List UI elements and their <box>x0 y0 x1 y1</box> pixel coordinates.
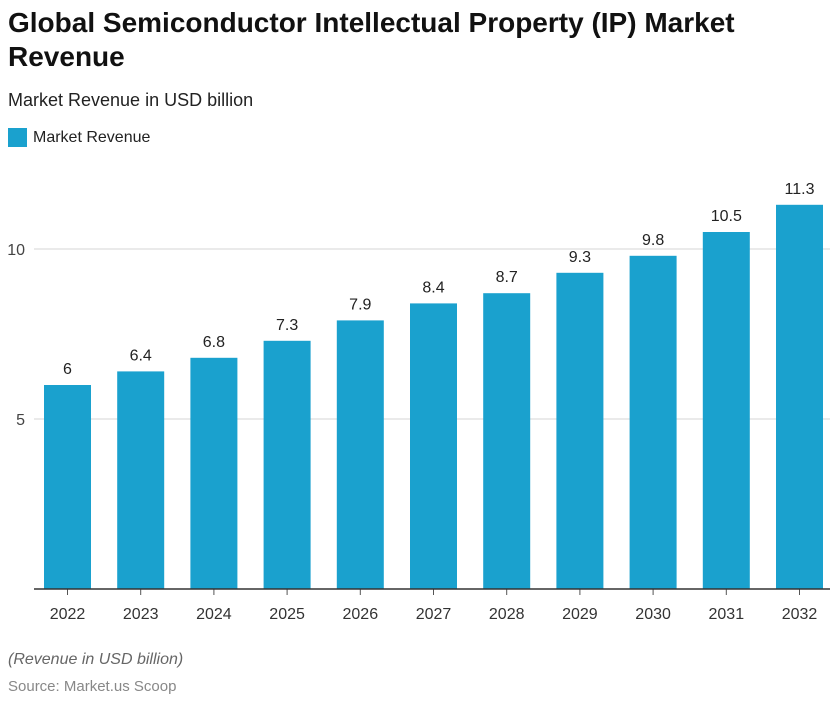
legend: Market Revenue <box>8 128 150 147</box>
data-label: 9.3 <box>569 249 591 266</box>
y-tick-label: 5 <box>16 412 25 429</box>
data-label: 7.9 <box>349 296 371 313</box>
x-tick-label: 2026 <box>343 606 379 623</box>
data-label: 6.4 <box>130 347 152 364</box>
chart-source: Source: Market.us Scoop <box>8 678 177 695</box>
x-tick-label: 2029 <box>562 606 598 623</box>
chart-subtitle: Market Revenue in USD billion <box>8 90 254 110</box>
bar <box>629 255 677 590</box>
data-label: 8.4 <box>422 279 444 296</box>
data-label: 10.5 <box>711 208 742 225</box>
bar <box>117 371 165 589</box>
data-label: 8.7 <box>496 269 518 286</box>
data-label: 7.3 <box>276 317 298 334</box>
legend-swatch <box>8 128 27 147</box>
bar <box>44 385 91 589</box>
x-tick-label: 2024 <box>196 606 232 623</box>
bar <box>336 320 384 589</box>
bar <box>702 232 750 589</box>
x-tick-label: 2022 <box>50 606 86 623</box>
x-tick-label: 2023 <box>123 606 159 623</box>
chart-note: (Revenue in USD billion) <box>8 651 184 668</box>
data-label: 6 <box>63 361 72 378</box>
bar <box>190 357 238 589</box>
x-tick-label: 2025 <box>269 606 305 623</box>
bar <box>410 303 457 589</box>
bar <box>556 272 604 589</box>
bar <box>776 204 823 590</box>
y-tick-label: 10 <box>7 242 25 259</box>
x-tick-label: 2032 <box>782 606 818 623</box>
data-label: 11.3 <box>785 181 815 198</box>
x-tick-label: 2028 <box>489 606 525 623</box>
x-tick-label: 2030 <box>635 606 671 623</box>
bar <box>263 340 311 589</box>
bar <box>483 293 531 589</box>
x-tick-label: 2031 <box>709 606 745 623</box>
x-tick-label: 2027 <box>416 606 452 623</box>
chart-title: Global Semiconductor Intellectual Proper… <box>8 7 735 72</box>
data-label: 6.8 <box>203 334 225 351</box>
legend-label: Market Revenue <box>33 128 151 146</box>
data-label: 9.8 <box>642 232 664 249</box>
